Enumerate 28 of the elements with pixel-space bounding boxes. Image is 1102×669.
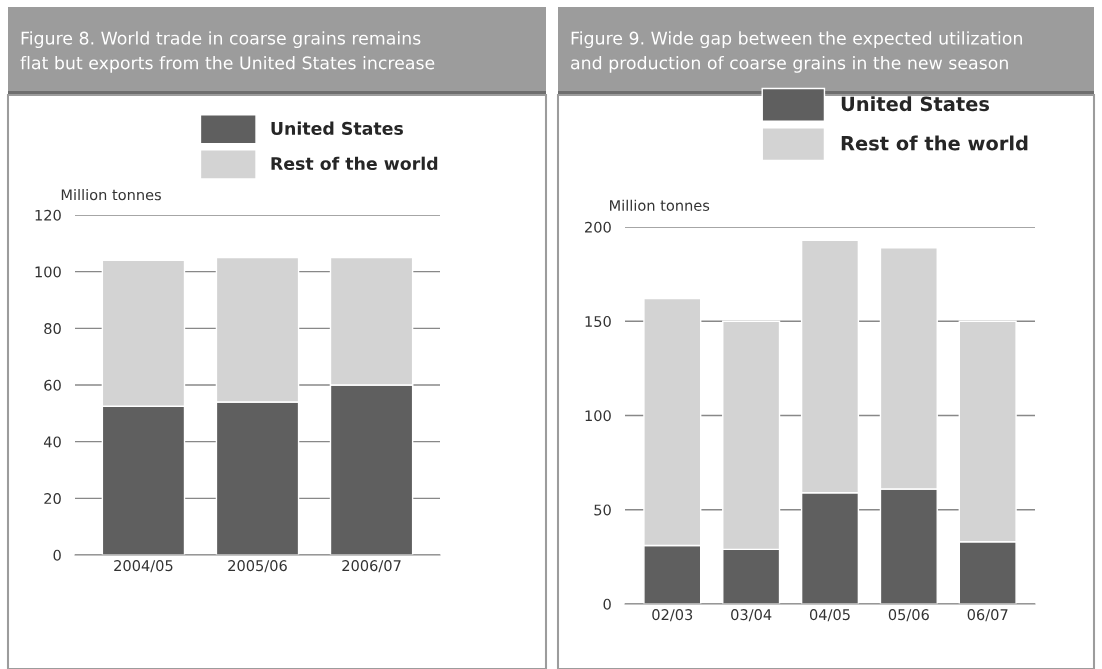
x-tick-label: 06/07 — [967, 609, 1008, 622]
y-tick-label: 0 — [603, 598, 611, 610]
y-tick-label: 60 — [44, 379, 61, 391]
y-axis-title: Million tonnes — [61, 188, 161, 201]
chart-title: Figure 8. World trade in coarse grains remains flat but exports from the United States increase — [20, 31, 435, 73]
x-tick-label: 2006/07 — [342, 560, 401, 573]
legend-label: United States — [841, 96, 990, 112]
legend-label: Rest of the world — [271, 156, 438, 171]
x-tick-label: 2005/06 — [228, 560, 287, 573]
x-tick-label: 2004/05 — [114, 560, 173, 573]
y-tick-label: 40 — [43, 436, 61, 448]
x-tick-label: 02/03 — [652, 609, 693, 622]
legend-label: United States — [271, 121, 403, 135]
y-tick-label: 100 — [35, 266, 61, 278]
y-tick-label: 100 — [585, 410, 611, 422]
y-tick-label: 200 — [585, 221, 611, 233]
y-tick-label: 20 — [44, 493, 61, 505]
y-tick-label: 0 — [53, 549, 61, 561]
y-axis-title: Million tonnes — [610, 199, 710, 211]
y-tick-label: 120 — [35, 209, 61, 221]
chart-title: Figure 9. Wide gap between the expected utilization and production of coarse grains in the new season — [571, 31, 1022, 73]
x-tick-label: 03/04 — [731, 609, 772, 622]
x-tick-label: 05/06 — [888, 609, 929, 622]
y-tick-label: 80 — [44, 323, 61, 335]
legend-label: Rest of the world — [841, 135, 1028, 151]
y-tick-label: 150 — [585, 315, 611, 327]
x-tick-label: 04/05 — [809, 609, 850, 622]
y-tick-label: 50 — [594, 504, 611, 516]
